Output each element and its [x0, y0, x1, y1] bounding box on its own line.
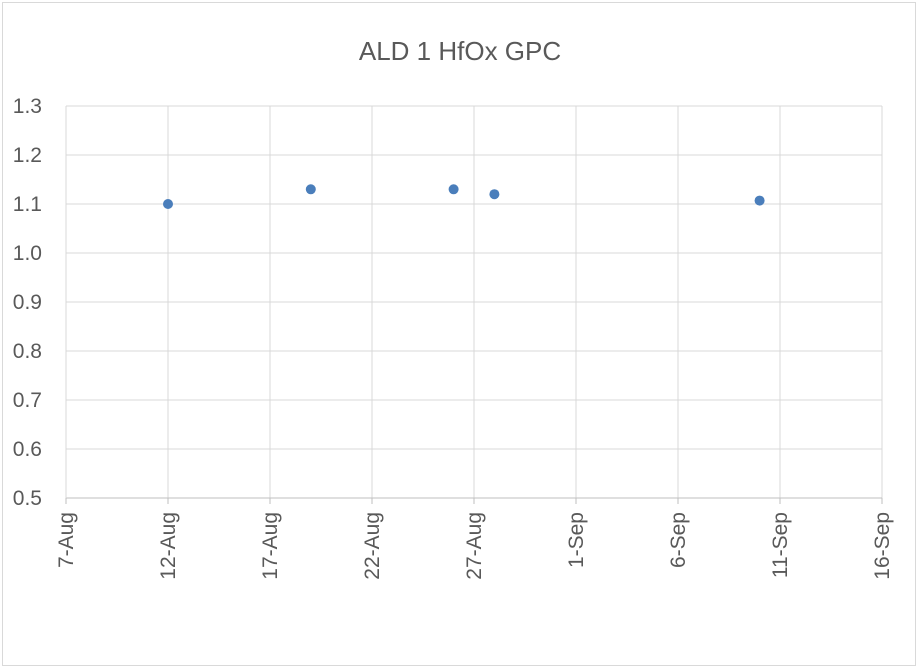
- y-tick-label: 0.5: [13, 487, 42, 510]
- x-tick-label: 6-Sep: [667, 512, 690, 568]
- chart-title: ALD 1 HfOx GPC: [358, 36, 562, 66]
- y-tick-label: 0.7: [13, 389, 42, 412]
- axes: [65, 106, 883, 504]
- x-tick-label: 7-Aug: [55, 512, 78, 568]
- y-axis-tick-labels: 0.5 0.6 0.7 0.8 0.9 1.0 1.1 1.2 1.3: [13, 95, 42, 510]
- y-tick-label: 0.6: [13, 438, 42, 461]
- y-tick-label: 1.2: [13, 144, 42, 167]
- y-tick-label: 0.8: [13, 340, 42, 363]
- x-tick-label: 22-Aug: [361, 512, 384, 580]
- data-point: [489, 189, 500, 200]
- gridlines: [66, 105, 883, 498]
- x-tick-label: 11-Sep: [769, 512, 792, 578]
- y-tick-label: 1.1: [13, 193, 42, 216]
- y-tick-label: 0.9: [13, 291, 42, 314]
- x-tick-label: 12-Aug: [157, 512, 180, 580]
- x-tick-label: 17-Aug: [259, 512, 282, 580]
- data-point: [754, 195, 765, 206]
- x-tick-label: 16-Sep: [871, 512, 894, 580]
- x-tick-label: 27-Aug: [463, 512, 486, 580]
- data-points: [163, 184, 765, 209]
- data-point: [163, 199, 173, 209]
- data-point: [305, 184, 316, 195]
- y-tick-label: 1.0: [13, 242, 42, 265]
- data-point: [448, 184, 459, 195]
- x-tick-label: 1-Sep: [565, 512, 588, 568]
- x-axis-tick-labels: 7-Aug 12-Aug 17-Aug 22-Aug 27-Aug 1-Sep 6-Sep 1…: [55, 512, 894, 580]
- y-tick-label: 1.3: [13, 95, 42, 118]
